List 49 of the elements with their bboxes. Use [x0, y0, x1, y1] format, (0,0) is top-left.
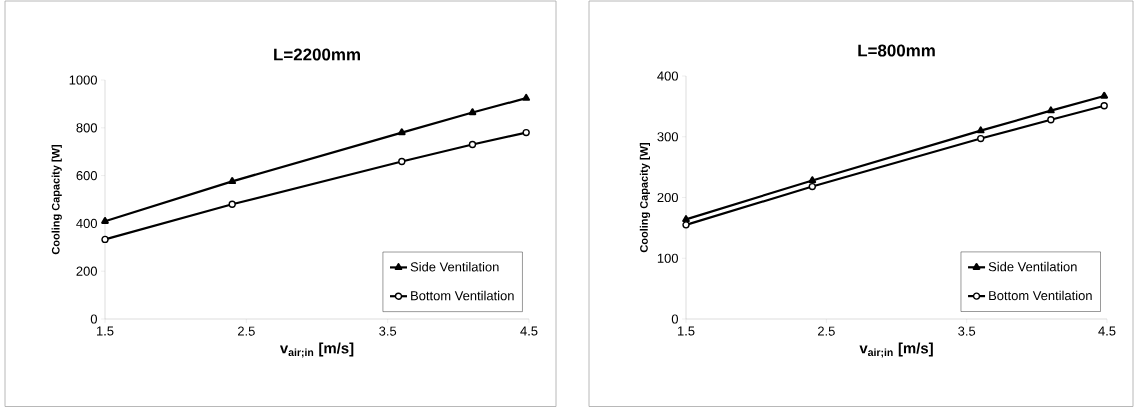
point — [976, 126, 985, 134]
point — [808, 182, 816, 191]
point — [808, 176, 817, 184]
point — [522, 93, 531, 101]
x-axis-title: v$_{air;in}$ [m/s] — [859, 342, 933, 358]
x-tick-label: 2.5 — [818, 326, 835, 336]
y-tick-label: 1000 — [69, 75, 97, 85]
legend-label: Side Ventilation — [988, 261, 1077, 272]
y-tick-label: 200 — [657, 192, 678, 203]
y-tick-label: 600 — [76, 171, 97, 181]
y-tick-label: 400 — [76, 218, 97, 228]
y-tick-label: 400 — [657, 71, 678, 81]
y-tick-label: 200 — [76, 266, 97, 276]
chart-title: L=800mm — [858, 44, 935, 57]
point — [1100, 91, 1109, 99]
x-tick-label: 1.5 — [678, 326, 695, 336]
x-tick-label: 4.5 — [1098, 326, 1116, 336]
point — [682, 215, 690, 223]
x-tick-label: 1.5 — [96, 326, 114, 336]
point — [101, 235, 109, 244]
point — [1100, 102, 1108, 110]
point — [522, 128, 530, 137]
x-axis-title: v$_{air;in}$ [m/s] — [279, 342, 354, 358]
point — [397, 128, 406, 136]
legend-label: Bottom Ventilation — [411, 290, 514, 301]
x-tick-label: 3.5 — [379, 326, 397, 336]
point — [468, 140, 477, 149]
y-tick-label: 300 — [657, 132, 678, 142]
y-tick-label: 800 — [76, 123, 97, 133]
x-tick-label: 2.5 — [237, 326, 255, 336]
y-tick-label: 100 — [657, 253, 678, 263]
legend-label: Side Ventilation — [410, 261, 499, 272]
point — [468, 108, 477, 116]
chart-title: L=2200mm — [274, 48, 360, 61]
y-axis-title: Cooling Capacity [W] — [639, 143, 651, 253]
point — [977, 134, 985, 143]
legend-label: Bottom Ventilation — [989, 290, 1092, 301]
point — [1047, 106, 1055, 114]
y-tick-label: 0 — [90, 314, 97, 324]
point — [228, 200, 236, 208]
y-axis-title: Cooling Capacity [W] — [51, 145, 62, 255]
point — [682, 221, 690, 229]
x-tick-label: 3.5 — [958, 326, 976, 336]
y-tick-label: 0 — [671, 314, 679, 324]
x-tick-label: 4.5 — [520, 326, 538, 336]
point — [398, 157, 406, 166]
point — [1047, 116, 1055, 124]
point — [228, 177, 237, 185]
point — [101, 216, 109, 224]
